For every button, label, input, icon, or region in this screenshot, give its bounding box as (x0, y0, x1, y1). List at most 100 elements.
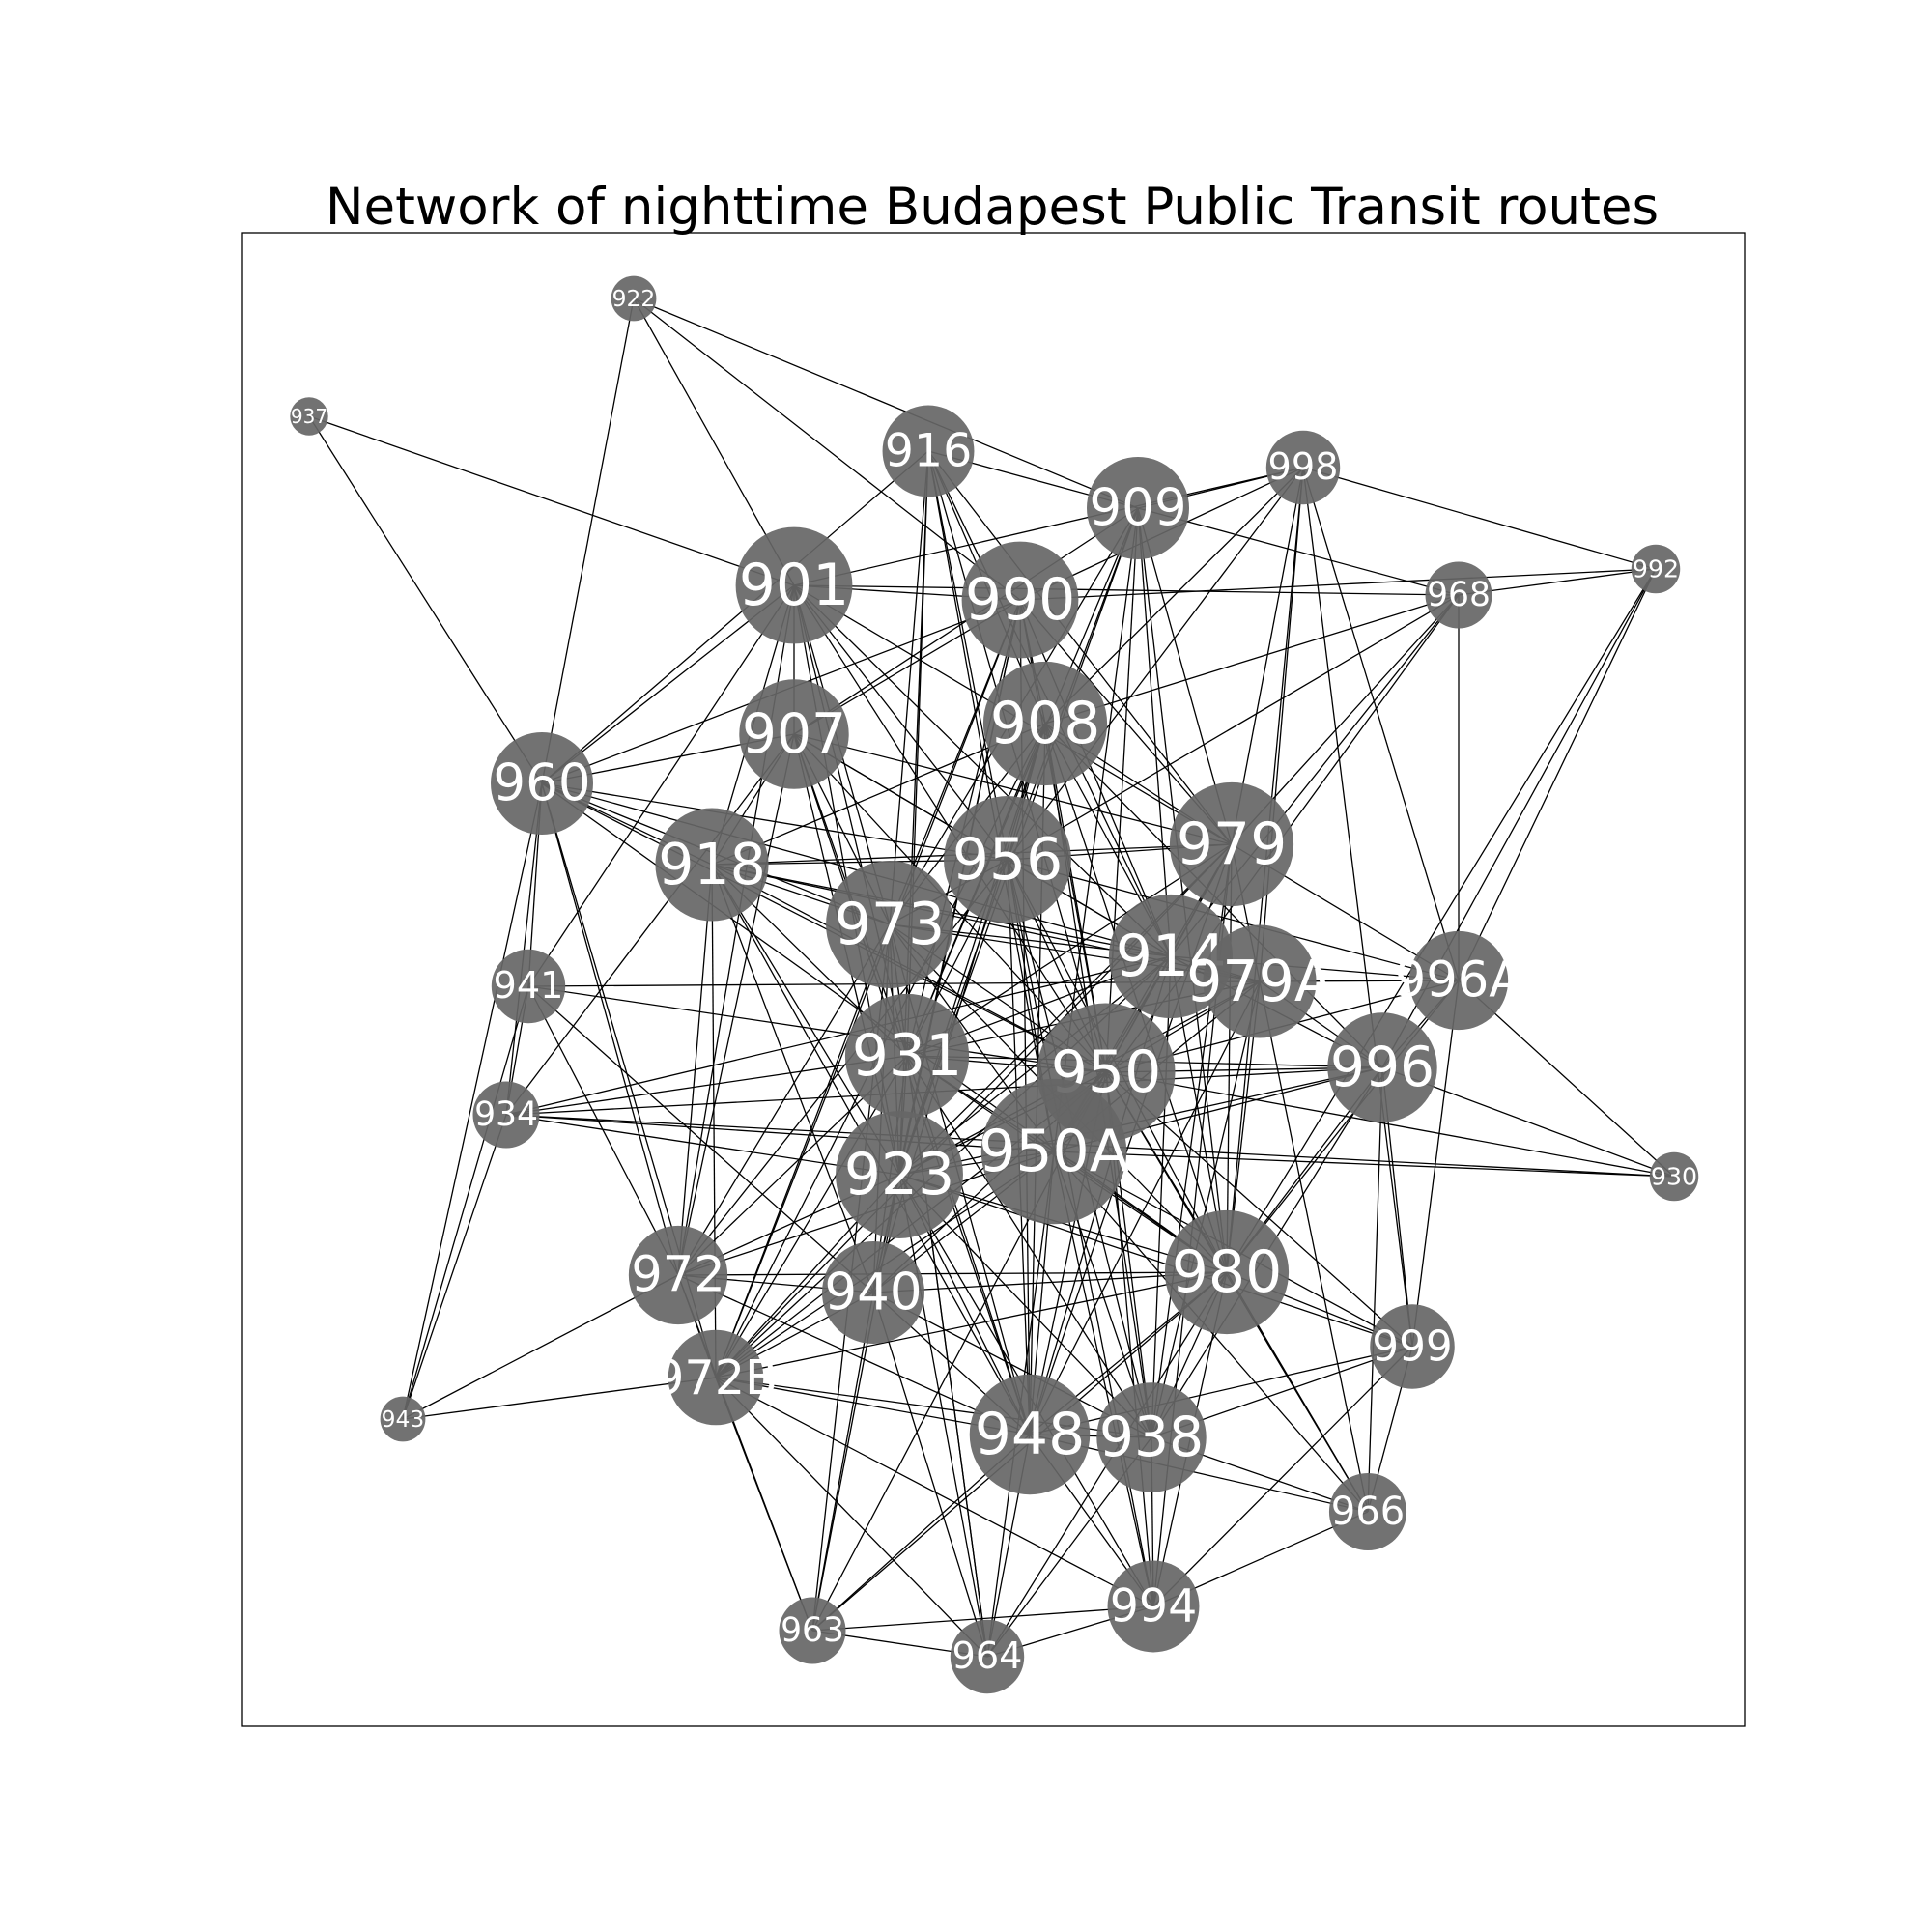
node-990[interactable]: 990 (961, 541, 1079, 659)
node-circle-996A[interactable] (1408, 930, 1509, 1031)
node-circle-901[interactable] (735, 526, 853, 644)
node-circle-996[interactable] (1327, 1012, 1437, 1122)
edge-998-901 (793, 467, 1304, 586)
node-996A[interactable]: 996A (1395, 930, 1523, 1031)
node-circle-950A[interactable] (980, 1078, 1127, 1225)
node-circle-968[interactable] (1425, 561, 1492, 629)
node-972[interactable]: 972 (628, 1225, 728, 1325)
edge-999-994 (1152, 1346, 1413, 1607)
edge-998-992 (1302, 467, 1657, 570)
node-circle-938[interactable] (1096, 1382, 1207, 1492)
node-label-922: 922 (612, 285, 656, 312)
node-937[interactable]: 937 (290, 397, 328, 436)
node-circle-940[interactable] (822, 1241, 924, 1344)
node-circle-918[interactable] (655, 808, 769, 922)
node-circle-930[interactable] (1649, 1151, 1699, 1202)
node-956[interactable]: 956 (944, 796, 1071, 923)
node-circle-909[interactable] (1087, 457, 1189, 559)
node-circle-956[interactable] (944, 796, 1071, 923)
node-998[interactable]: 998 (1265, 430, 1341, 505)
node-999[interactable]: 999 (1370, 1304, 1455, 1389)
node-circle-922[interactable] (611, 275, 657, 322)
node-circle-908[interactable] (982, 661, 1108, 786)
node-996[interactable]: 996 (1327, 1012, 1437, 1122)
node-circle-914[interactable] (1108, 894, 1234, 1019)
node-918[interactable]: 918 (655, 808, 769, 922)
edge-916-960 (541, 450, 929, 784)
node-circle-966[interactable] (1328, 1472, 1407, 1551)
node-circle-994[interactable] (1107, 1560, 1200, 1653)
node-circle-980[interactable] (1164, 1209, 1290, 1335)
node-circle-972[interactable] (628, 1225, 728, 1325)
edge-968-956 (1007, 594, 1460, 861)
node-964[interactable]: 964 (950, 1619, 1025, 1694)
edge-968-908 (1044, 594, 1460, 724)
node-992[interactable]: 992 (1631, 544, 1681, 594)
node-968[interactable]: 968 (1425, 561, 1492, 629)
node-label-901: 901 (739, 552, 850, 619)
node-941[interactable]: 941 (491, 949, 566, 1024)
node-label-963: 963 (781, 1611, 844, 1650)
node-980[interactable]: 980 (1164, 1209, 1290, 1335)
node-label-968: 968 (1427, 576, 1491, 614)
node-circle-934[interactable] (472, 1081, 540, 1149)
edge-950A-930 (1053, 1151, 1675, 1178)
node-circle-960[interactable] (491, 732, 593, 835)
node-908[interactable]: 908 (982, 661, 1108, 786)
node-circle-992[interactable] (1631, 544, 1681, 594)
node-973[interactable]: 973 (826, 861, 953, 988)
node-circle-907[interactable] (739, 679, 849, 789)
edge-998-979A (1259, 467, 1304, 982)
node-circle-941[interactable] (491, 949, 566, 1024)
node-938[interactable]: 938 (1096, 1382, 1207, 1492)
node-922[interactable]: 922 (611, 275, 657, 322)
node-label-990: 990 (965, 566, 1076, 634)
node-circle-923[interactable] (836, 1111, 963, 1238)
edge-990-972B (715, 599, 1021, 1378)
node-972B[interactable]: 972B (654, 1329, 778, 1426)
node-979A[interactable]: 979A (1186, 924, 1333, 1038)
edge-960-914 (541, 782, 1172, 957)
node-circle-943[interactable] (380, 1396, 426, 1442)
node-layer: 901 907 908 909 914 916 918 922 923 930 931 934 937 9… (290, 275, 1699, 1694)
node-circle-973[interactable] (826, 861, 953, 988)
edge-937-960 (308, 415, 543, 784)
node-909[interactable]: 909 (1087, 457, 1189, 559)
node-circle-963[interactable] (779, 1597, 846, 1664)
node-948[interactable]: 948 (969, 1374, 1091, 1495)
edge-931-972B (715, 1055, 908, 1378)
node-label-972B: 972B (654, 1350, 778, 1406)
node-914[interactable]: 914 (1108, 894, 1234, 1019)
node-circle-979A[interactable] (1203, 924, 1317, 1038)
node-979[interactable]: 979 (1169, 781, 1294, 907)
edge-973-972B (715, 923, 891, 1378)
edge-922-909 (633, 298, 1139, 509)
node-963[interactable]: 963 (779, 1597, 846, 1664)
node-circle-964[interactable] (950, 1619, 1025, 1694)
node-label-943: 943 (382, 1406, 425, 1433)
node-circle-999[interactable] (1370, 1304, 1455, 1389)
node-circle-979[interactable] (1169, 781, 1294, 907)
node-994[interactable]: 994 (1107, 1560, 1200, 1653)
node-label-956: 956 (952, 826, 1064, 894)
node-960[interactable]: 960 (491, 732, 593, 835)
node-circle-972B[interactable] (668, 1329, 764, 1426)
node-943[interactable]: 943 (380, 1396, 426, 1442)
node-circle-937[interactable] (290, 397, 328, 436)
node-label-938: 938 (1099, 1406, 1204, 1469)
node-901[interactable]: 901 (735, 526, 853, 644)
node-circle-990[interactable] (961, 541, 1079, 659)
node-934[interactable]: 934 (472, 1081, 540, 1149)
node-907[interactable]: 907 (739, 679, 849, 789)
node-931[interactable]: 931 (844, 993, 970, 1119)
node-916[interactable]: 916 (882, 405, 975, 497)
node-966[interactable]: 966 (1328, 1472, 1407, 1551)
node-940[interactable]: 940 (822, 1241, 924, 1344)
node-circle-998[interactable] (1265, 430, 1341, 505)
node-950A[interactable]: 950A (979, 1078, 1129, 1225)
node-circle-948[interactable] (969, 1374, 1091, 1495)
node-circle-931[interactable] (844, 993, 970, 1119)
node-923[interactable]: 923 (836, 1111, 963, 1238)
node-circle-916[interactable] (882, 405, 975, 497)
node-930[interactable]: 930 (1649, 1151, 1699, 1202)
